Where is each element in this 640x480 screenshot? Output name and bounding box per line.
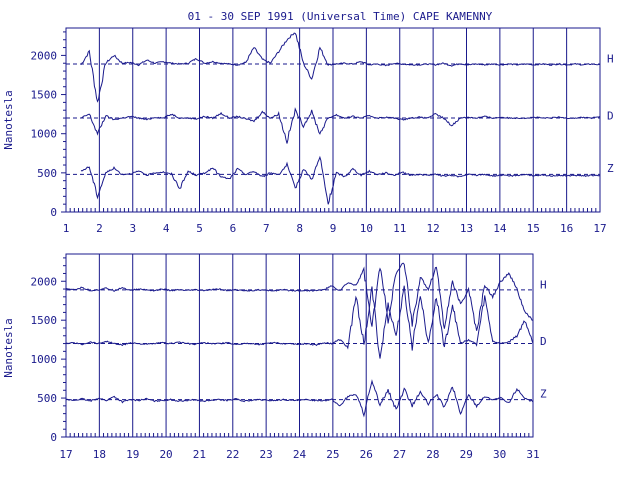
y-tick-label: 1000 <box>31 128 58 141</box>
panels: 1 2 3 4 5 6 7 8 9 10 11 12 13 14 15 16 17050010001500200… <box>2 27 614 461</box>
x-tick-label: 18 <box>93 448 106 461</box>
x-tick-label: 21 <box>193 448 206 461</box>
x-tick-label: 26 <box>360 448 373 461</box>
y-axis-label: Nanotesla <box>2 318 15 378</box>
y-tick-label: 0 <box>50 431 57 444</box>
x-tick-label: 12 <box>427 222 440 235</box>
series-trace-h <box>65 262 534 331</box>
legend-label-h: H <box>540 278 547 291</box>
x-tick-label: 6 <box>230 222 237 235</box>
x-tick-label: 1 <box>63 222 70 235</box>
x-tick-label: 28 <box>426 448 439 461</box>
y-tick-label: 1000 <box>31 353 58 366</box>
legend-label-h: H <box>607 53 614 66</box>
x-tick-label: 15 <box>527 222 540 235</box>
x-tick-label: 7 <box>263 222 270 235</box>
panel-lower: 17 18 19 20 21 22 23 24 25 26 27 28 29 30 31 0 500 1000 15… <box>2 253 547 461</box>
chart-title: 01 - 30 SEP 1991 (Universal Time) CAPE K… <box>188 10 493 23</box>
x-tick-label: 8 <box>296 222 303 235</box>
x-tick-label: 30 <box>493 448 506 461</box>
x-tick-label: 25 <box>326 448 339 461</box>
x-tick-label: 17 <box>59 448 72 461</box>
x-tick-label: 11 <box>393 222 406 235</box>
x-tick-label: 14 <box>493 222 507 235</box>
series-trace-z <box>65 379 534 418</box>
x-tick-label: 5 <box>196 222 203 235</box>
legend-label-z: Z <box>607 162 614 175</box>
x-tick-label: 2 <box>96 222 103 235</box>
x-tick-label: 22 <box>226 448 239 461</box>
x-tick-label: 16 <box>560 222 573 235</box>
panel-upper: 1 2 3 4 5 6 7 8 9 10 11 12 13 14 15 16 17050010001500200… <box>2 27 614 235</box>
series-trace-z <box>80 155 601 205</box>
x-tick-label: 17 <box>593 222 606 235</box>
y-tick-label: 0 <box>50 206 57 219</box>
x-tick-label: 9 <box>330 222 337 235</box>
y-tick-label: 1500 <box>31 314 58 327</box>
x-tick-label: 13 <box>460 222 473 235</box>
x-tick-label: 31 <box>526 448 539 461</box>
y-tick-label: 2000 <box>31 275 58 288</box>
y-tick-label: 500 <box>37 392 57 405</box>
x-tick-label: 10 <box>360 222 373 235</box>
legend-label-d: D <box>540 335 547 348</box>
x-tick-label: 24 <box>293 448 307 461</box>
series-trace-h <box>80 32 601 103</box>
x-tick-label: 3 <box>129 222 136 235</box>
x-tick-label: 27 <box>393 448 406 461</box>
x-tick-label: 4 <box>163 222 170 235</box>
y-axis-label: Nanotesla <box>2 90 15 150</box>
series-trace-d <box>65 285 534 359</box>
x-tick-label: 29 <box>460 448 473 461</box>
legend-label-d: D <box>607 110 614 123</box>
x-tick-label: 23 <box>260 448 273 461</box>
x-tick-label: 20 <box>159 448 172 461</box>
y-tick-label: 2000 <box>31 49 58 62</box>
series-trace-d <box>80 107 601 144</box>
y-tick-label: 1500 <box>31 89 58 102</box>
x-tick-label: 19 <box>126 448 139 461</box>
y-tick-label: 500 <box>37 167 57 180</box>
legend-label-z: Z <box>540 387 547 400</box>
